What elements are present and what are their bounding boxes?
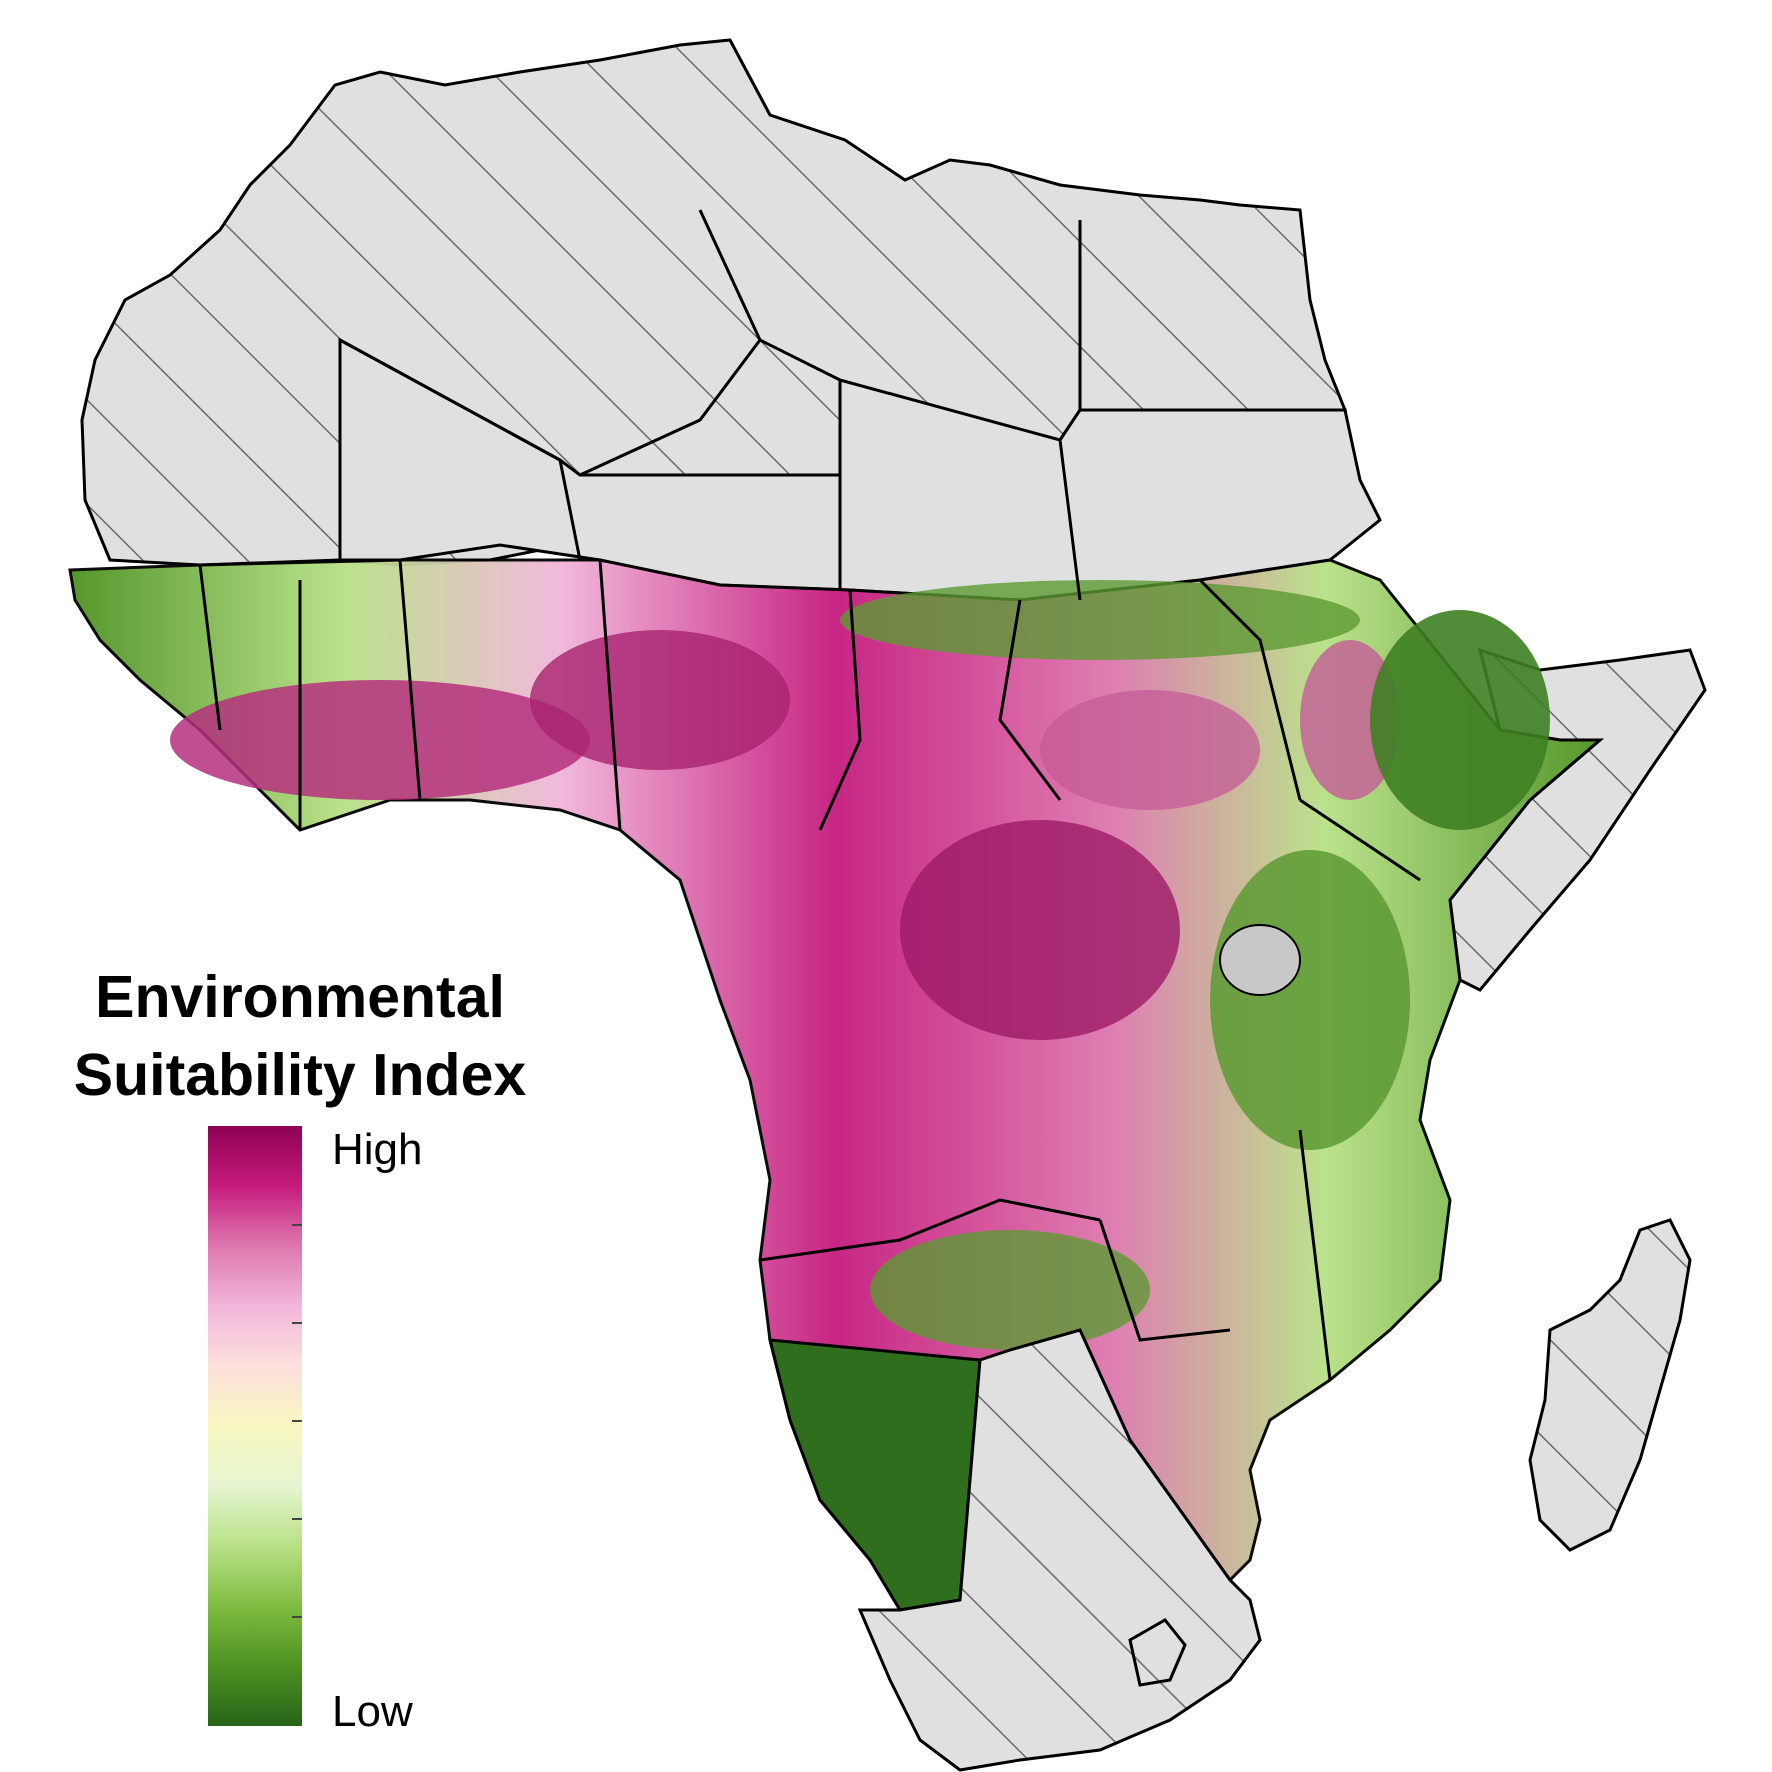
legend-tick xyxy=(292,1322,302,1324)
namibia-low-suitability xyxy=(768,1338,982,1612)
legend-colorbar xyxy=(208,1126,302,1726)
high-suitability-congo xyxy=(900,820,1180,1040)
lesotho-border xyxy=(1128,1618,1187,1687)
high-suitability-south-sudan xyxy=(1040,690,1260,810)
lake-victoria xyxy=(1219,924,1301,996)
legend-high-label: High xyxy=(332,1125,423,1174)
country-borders xyxy=(198,209,1421,1381)
low-suitability-ethiopia xyxy=(1370,610,1550,830)
high-suitability-ethiopia-west xyxy=(1300,640,1400,800)
legend-tick xyxy=(292,1518,302,1520)
legend-title-line1: Environmental xyxy=(95,964,505,1030)
low-suitability-sahel xyxy=(840,580,1360,660)
high-suitability-west-africa xyxy=(170,680,590,800)
high-suitability-nigeria xyxy=(530,630,790,770)
legend-title: Environmental Suitability Index xyxy=(20,958,580,1114)
low-suitability-zambia xyxy=(870,1230,1150,1350)
southern-africa-excluded xyxy=(857,1328,1262,1772)
legend-tick xyxy=(292,1224,302,1226)
legend-title-line2: Suitability Index xyxy=(73,1042,527,1108)
legend-low-label: Low xyxy=(332,1687,413,1736)
madagascar-excluded xyxy=(1528,1218,1692,1552)
legend-tick xyxy=(292,1616,302,1618)
legend-tick xyxy=(292,1420,302,1422)
low-suitability-east-africa xyxy=(1210,850,1410,1150)
